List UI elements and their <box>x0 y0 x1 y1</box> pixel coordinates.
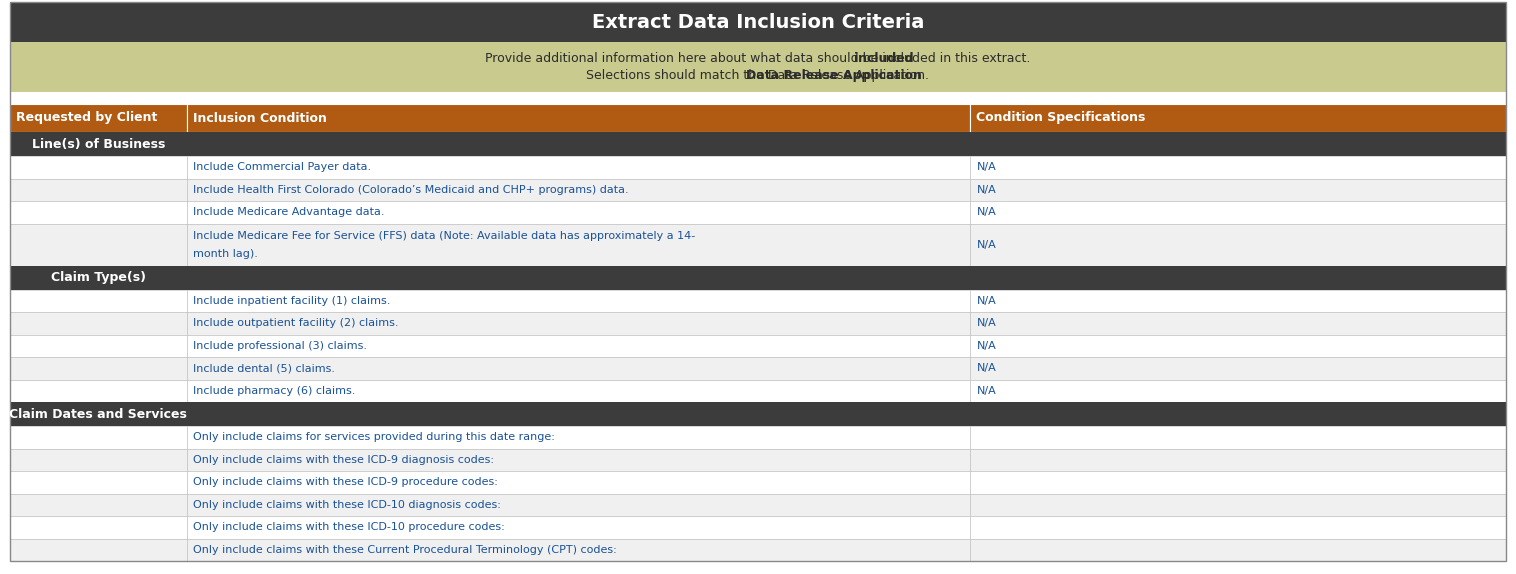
Bar <box>970 289 1505 312</box>
Bar <box>11 289 186 312</box>
Bar <box>11 448 186 471</box>
Bar <box>11 201 186 223</box>
Bar <box>186 426 970 448</box>
Bar <box>970 335 1505 357</box>
Bar <box>970 312 1505 335</box>
Text: Include Commercial Payer data.: Include Commercial Payer data. <box>193 162 370 172</box>
Bar <box>186 357 970 379</box>
Text: Line(s) of Business: Line(s) of Business <box>32 138 165 150</box>
Text: N/A: N/A <box>976 239 996 250</box>
Bar <box>186 494 970 516</box>
Text: Only include claims with these Current Procedural Terminology (CPT) codes:: Only include claims with these Current P… <box>193 545 617 554</box>
Bar <box>186 179 970 201</box>
Bar <box>11 357 186 379</box>
Bar <box>11 335 186 357</box>
Bar <box>11 104 186 132</box>
Bar <box>186 471 970 494</box>
Bar <box>11 179 186 201</box>
Bar <box>11 312 186 335</box>
Text: N/A: N/A <box>976 363 996 373</box>
Text: Condition Specifications: Condition Specifications <box>976 111 1146 125</box>
Text: month lag).: month lag). <box>193 249 258 259</box>
Text: N/A: N/A <box>976 296 996 306</box>
Bar <box>186 104 970 132</box>
Bar <box>186 223 970 266</box>
Text: Only include claims with these ICD-9 procedure codes:: Only include claims with these ICD-9 pro… <box>193 477 497 487</box>
Bar <box>970 538 1505 561</box>
Text: Include outpatient facility (2) claims.: Include outpatient facility (2) claims. <box>193 318 399 328</box>
Bar <box>11 516 186 538</box>
Bar <box>970 179 1505 201</box>
Bar <box>11 42 1505 92</box>
Bar <box>11 471 186 494</box>
Text: Include inpatient facility (1) claims.: Include inpatient facility (1) claims. <box>193 296 390 306</box>
Bar <box>970 201 1505 223</box>
Bar <box>11 92 1505 104</box>
Text: Only include claims with these ICD-10 procedure codes:: Only include claims with these ICD-10 pr… <box>193 522 505 532</box>
Bar <box>11 266 1505 289</box>
Text: N/A: N/A <box>976 386 996 395</box>
Bar <box>186 156 970 179</box>
Bar <box>970 516 1505 538</box>
Bar <box>970 156 1505 179</box>
Text: Include Medicare Advantage data.: Include Medicare Advantage data. <box>193 207 384 217</box>
Bar <box>970 379 1505 402</box>
Bar <box>186 538 970 561</box>
Text: Only include claims with these ICD-10 diagnosis codes:: Only include claims with these ICD-10 di… <box>193 500 500 510</box>
Bar <box>11 223 186 266</box>
Bar <box>186 201 970 223</box>
Text: Requested by Client: Requested by Client <box>17 111 158 125</box>
Text: Include pharmacy (6) claims.: Include pharmacy (6) claims. <box>193 386 355 395</box>
Bar <box>970 494 1505 516</box>
Bar <box>970 104 1505 132</box>
Text: Inclusion Condition: Inclusion Condition <box>193 111 326 125</box>
Bar <box>186 289 970 312</box>
Text: included: included <box>854 52 914 64</box>
Text: N/A: N/A <box>976 318 996 328</box>
Bar <box>11 379 186 402</box>
Text: N/A: N/A <box>976 207 996 217</box>
Text: Data Release Application: Data Release Application <box>746 69 922 83</box>
Text: Include Health First Colorado (Colorado’s Medicaid and CHP+ programs) data.: Include Health First Colorado (Colorado’… <box>193 185 628 195</box>
Text: Include professional (3) claims.: Include professional (3) claims. <box>193 341 367 351</box>
Text: N/A: N/A <box>976 162 996 172</box>
Bar <box>970 357 1505 379</box>
Bar <box>970 448 1505 471</box>
Bar <box>11 402 1505 426</box>
Bar <box>11 494 186 516</box>
Bar <box>11 2 1505 42</box>
Bar <box>186 448 970 471</box>
Bar <box>186 379 970 402</box>
Bar <box>11 538 186 561</box>
Bar <box>11 156 186 179</box>
Bar <box>970 471 1505 494</box>
Bar <box>186 516 970 538</box>
Text: Claim Dates and Services: Claim Dates and Services <box>9 408 186 421</box>
Text: Only include claims for services provided during this date range:: Only include claims for services provide… <box>193 432 555 442</box>
Bar <box>11 426 186 448</box>
Text: Only include claims with these ICD-9 diagnosis codes:: Only include claims with these ICD-9 dia… <box>193 455 494 465</box>
Text: Selections should match the Data Release Application.: Selections should match the Data Release… <box>587 69 929 83</box>
Text: Provide additional information here about what data should be included in this e: Provide additional information here abou… <box>485 52 1031 64</box>
Text: N/A: N/A <box>976 185 996 195</box>
Text: Extract Data Inclusion Criteria: Extract Data Inclusion Criteria <box>591 13 925 32</box>
Bar <box>11 132 1505 156</box>
Text: Include Medicare Fee for Service (FFS) data (Note: Available data has approximat: Include Medicare Fee for Service (FFS) d… <box>193 231 694 241</box>
Text: N/A: N/A <box>976 341 996 351</box>
Text: Include dental (5) claims.: Include dental (5) claims. <box>193 363 335 373</box>
Bar <box>970 223 1505 266</box>
Text: Claim Type(s): Claim Type(s) <box>50 271 146 284</box>
Bar <box>186 312 970 335</box>
Bar <box>970 426 1505 448</box>
Bar <box>186 335 970 357</box>
